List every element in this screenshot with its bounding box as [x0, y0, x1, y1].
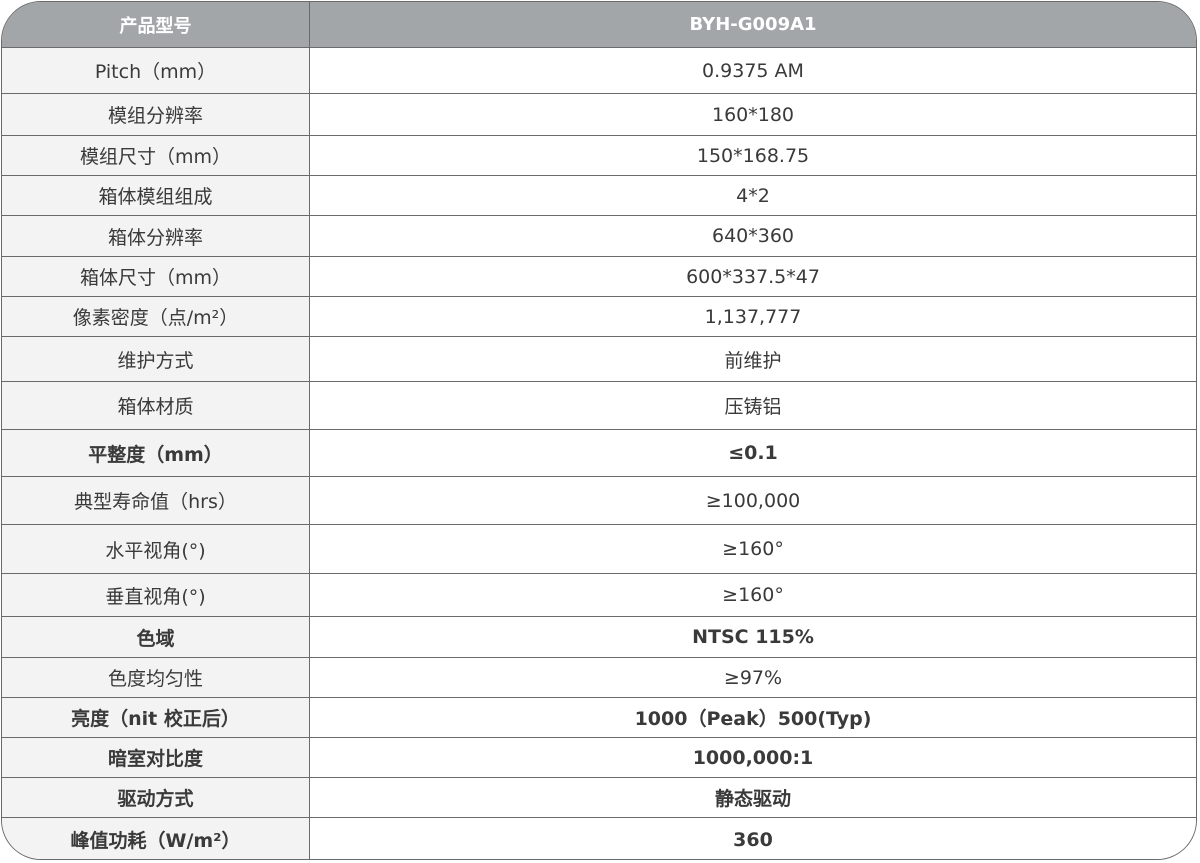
spec-value: 1000（Peak）500(Typ) [310, 698, 1196, 737]
spec-value: ≥100,000 [310, 477, 1196, 524]
table-row: 模组分辨率 160*180 [2, 93, 1196, 135]
header-value: BYH-G009A1 [310, 2, 1196, 47]
table-row: 水平视角(°) ≥160° [2, 524, 1196, 573]
spec-value: 150*168.75 [310, 136, 1196, 175]
header-label: 产品型号 [2, 2, 310, 47]
spec-label: 模组尺寸（mm） [2, 136, 310, 175]
spec-value: ≤0.1 [310, 430, 1196, 476]
table-row: 暗室对比度 1000,000:1 [2, 737, 1196, 777]
spec-value: 4*2 [310, 176, 1196, 215]
table-row: 箱体模组组成 4*2 [2, 175, 1196, 215]
spec-label: 箱体尺寸（mm） [2, 257, 310, 296]
table-row: 平整度（mm） ≤0.1 [2, 429, 1196, 476]
table-row: 垂直视角(°) ≥160° [2, 573, 1196, 616]
table-header: 产品型号 BYH-G009A1 [2, 2, 1196, 47]
table-row: 箱体尺寸（mm） 600*337.5*47 [2, 256, 1196, 296]
spec-value: 600*337.5*47 [310, 257, 1196, 296]
table-row: 亮度（nit 校正后） 1000（Peak）500(Typ) [2, 697, 1196, 737]
spec-label: 驱动方式 [2, 778, 310, 817]
spec-value: 静态驱动 [310, 778, 1196, 817]
spec-label: 箱体模组组成 [2, 176, 310, 215]
table-row: 典型寿命值（hrs） ≥100,000 [2, 476, 1196, 524]
spec-label: 垂直视角(°) [2, 574, 310, 616]
spec-label: 色度均匀性 [2, 658, 310, 697]
table-row: 维护方式 前维护 [2, 336, 1196, 381]
spec-label: 像素密度（点/m²） [2, 297, 310, 336]
table-row: 驱动方式 静态驱动 [2, 777, 1196, 817]
spec-value: 160*180 [310, 94, 1196, 135]
table-row: 模组尺寸（mm） 150*168.75 [2, 135, 1196, 175]
spec-label: 维护方式 [2, 337, 310, 381]
spec-value: 1000,000:1 [310, 738, 1196, 777]
spec-label: Pitch（mm） [2, 48, 310, 93]
table-row: 峰值功耗（W/m²） 360 [2, 817, 1196, 859]
spec-label: 模组分辨率 [2, 94, 310, 135]
spec-label: 平整度（mm） [2, 430, 310, 476]
spec-value: 压铸铝 [310, 382, 1196, 429]
spec-value: ≥160° [310, 574, 1196, 616]
table-row: 箱体材质 压铸铝 [2, 381, 1196, 429]
spec-label: 色域 [2, 617, 310, 657]
spec-label: 典型寿命值（hrs） [2, 477, 310, 524]
spec-value: 640*360 [310, 216, 1196, 256]
spec-label: 峰值功耗（W/m²） [2, 818, 310, 859]
spec-value: ≥97% [310, 658, 1196, 697]
spec-label: 亮度（nit 校正后） [2, 698, 310, 737]
table-row: 色度均匀性 ≥97% [2, 657, 1196, 697]
spec-label: 箱体材质 [2, 382, 310, 429]
spec-value: 0.9375 AM [310, 48, 1196, 93]
table-row: 箱体分辨率 640*360 [2, 215, 1196, 256]
spec-value: NTSC 115% [310, 617, 1196, 657]
spec-value: 前维护 [310, 337, 1196, 381]
spec-label: 箱体分辨率 [2, 216, 310, 256]
table-row: Pitch（mm） 0.9375 AM [2, 47, 1196, 93]
spec-value: 1,137,777 [310, 297, 1196, 336]
table-row: 像素密度（点/m²） 1,137,777 [2, 296, 1196, 336]
table-row: 色域 NTSC 115% [2, 616, 1196, 657]
spec-label: 水平视角(°) [2, 525, 310, 573]
spec-value: 360 [310, 818, 1196, 859]
spec-value: ≥160° [310, 525, 1196, 573]
spec-label: 暗室对比度 [2, 738, 310, 777]
